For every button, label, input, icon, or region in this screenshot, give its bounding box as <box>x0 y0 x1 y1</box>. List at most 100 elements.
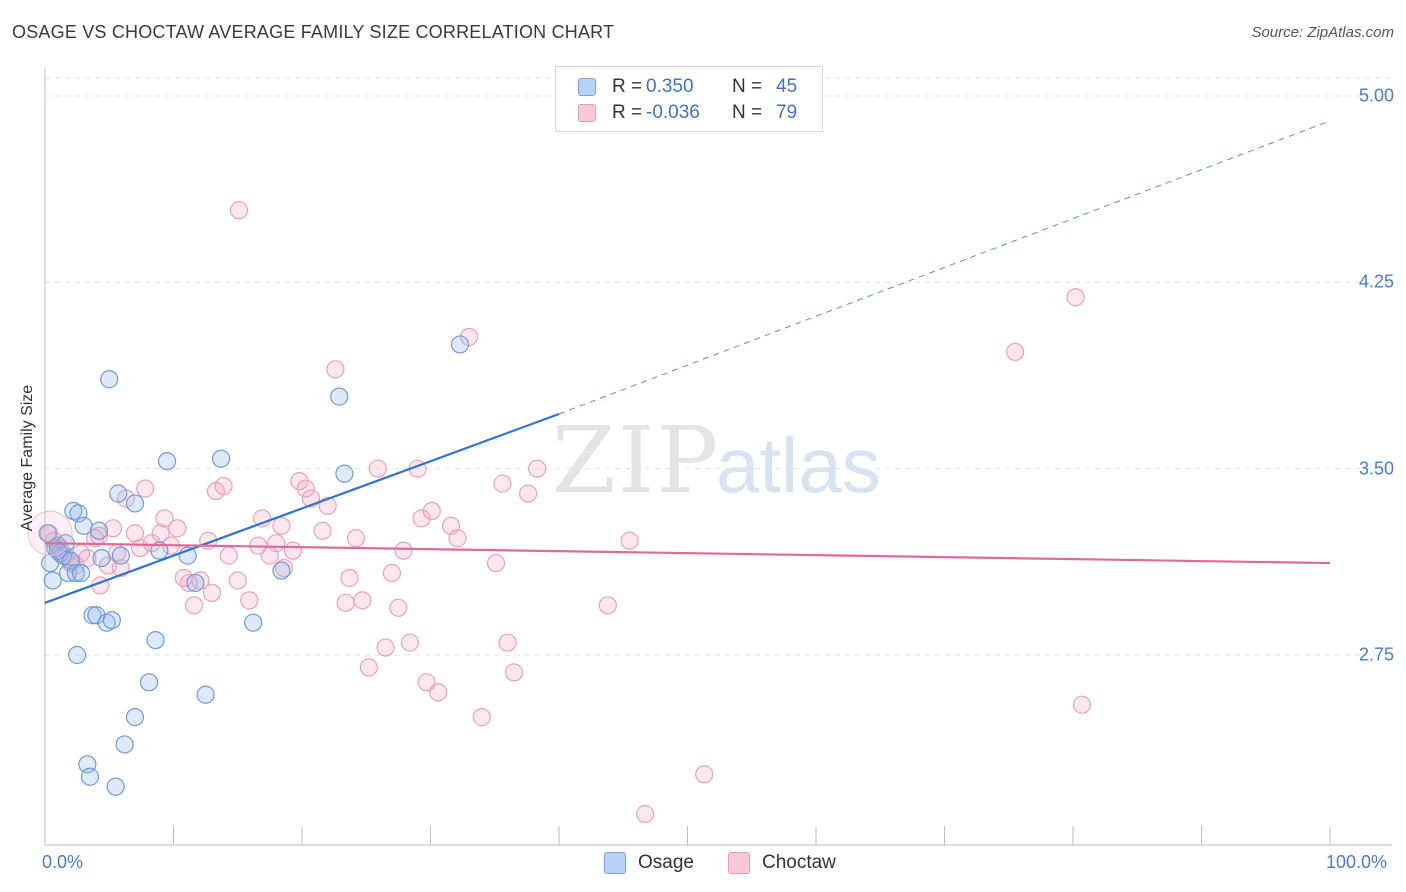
choctaw-point <box>635 804 655 824</box>
choctaw-point <box>1072 695 1092 714</box>
osage-point <box>43 571 62 590</box>
osage-point <box>102 611 121 630</box>
osage-point <box>139 673 159 692</box>
osage-point <box>146 630 165 650</box>
choctaw-point <box>267 534 286 553</box>
watermark-zip: ZIP <box>552 407 720 514</box>
source-label: Source: ZipAtlas.com <box>1251 24 1394 41</box>
choctaw-point <box>504 663 524 682</box>
r-label: R = <box>612 76 643 97</box>
n-label: N = <box>732 76 763 97</box>
choctaw-point <box>155 509 174 528</box>
choctaw-point <box>598 596 617 615</box>
choctaw-point <box>394 541 413 560</box>
legend-row-choctaw: R = -0.036 N = 79 <box>578 101 797 125</box>
choctaw-point <box>313 521 332 540</box>
y-tick-label: 4.25 <box>1358 271 1394 292</box>
choctaw-point <box>486 553 506 573</box>
choctaw-point <box>104 519 123 538</box>
osage-point <box>111 546 130 565</box>
choctaw-point <box>498 633 517 652</box>
r-label: R = <box>612 102 643 123</box>
legend-item-choctaw: Choctaw <box>727 852 836 874</box>
choctaw-point <box>326 360 345 379</box>
choctaw-point <box>272 516 291 535</box>
osage-point <box>450 335 470 354</box>
osage-point <box>272 561 291 580</box>
choctaw-point <box>400 633 420 652</box>
osage-swatch <box>578 78 596 96</box>
osage-trend-line <box>44 412 560 604</box>
osage-point <box>115 735 134 754</box>
osage-point <box>125 494 145 513</box>
y-tick-label: 5.00 <box>1358 85 1394 106</box>
choctaw-point <box>620 531 639 550</box>
legend-row-osage: R = 0.350 N = 45 <box>578 75 797 99</box>
choctaw-point <box>389 598 408 617</box>
osage-point <box>74 516 93 535</box>
choctaw-point <box>429 683 448 702</box>
choctaw-point <box>274 558 294 578</box>
osage-point <box>211 449 231 468</box>
osage-point <box>100 370 119 389</box>
choctaw-point <box>376 638 395 657</box>
osage-point <box>109 484 128 503</box>
osage-point <box>244 613 263 632</box>
legend-item-osage: Osage <box>604 852 694 874</box>
osage-point <box>66 563 85 583</box>
choctaw-point <box>142 534 161 553</box>
watermark-atlas: atlas <box>716 421 881 509</box>
choctaw-point <box>179 573 199 593</box>
choctaw-n-value: 79 <box>776 102 798 123</box>
choctaw-swatch <box>727 852 750 874</box>
legend-label-choctaw: Choctaw <box>761 852 836 873</box>
osage-point <box>196 685 215 704</box>
choctaw-point <box>368 459 387 478</box>
x-tick-label-min: 0.0% <box>42 852 84 872</box>
osage-point <box>150 541 169 560</box>
osage-point <box>157 452 177 471</box>
choctaw-point <box>472 708 491 727</box>
osage-point <box>80 767 100 786</box>
choctaw-point <box>296 479 315 498</box>
choctaw-point <box>184 596 204 615</box>
choctaw-point <box>448 529 467 548</box>
choctaw-point <box>336 593 355 612</box>
choctaw-trend-line <box>44 542 1331 565</box>
choctaw-point <box>240 591 259 610</box>
choctaw-point <box>382 563 402 583</box>
osage-point <box>89 521 109 540</box>
n-label: N = <box>732 102 763 123</box>
choctaw-point <box>214 476 233 496</box>
correlation-legend: R = 0.350 N = 45 R = -0.036 N = 79 <box>555 66 823 132</box>
osage-point <box>125 708 145 727</box>
choctaw-point <box>519 484 538 503</box>
osage-point <box>92 549 111 568</box>
choctaw-point <box>1006 342 1025 361</box>
choctaw-point <box>417 673 436 692</box>
osage-swatch <box>604 852 626 874</box>
choctaw-point <box>695 765 714 784</box>
choctaw-point <box>493 474 512 493</box>
legend-label-osage: Osage <box>638 852 694 873</box>
osage-point <box>38 524 57 543</box>
y-tick-label: 3.50 <box>1358 458 1394 479</box>
x-tick-label-max: 100.0% <box>1326 852 1388 872</box>
y-tick-label: 2.75 <box>1358 644 1394 665</box>
choctaw-point <box>422 501 441 521</box>
osage-point <box>335 464 354 483</box>
choctaw-point <box>359 658 378 677</box>
osage-point <box>68 645 87 665</box>
choctaw-point <box>219 546 238 565</box>
choctaw-point <box>290 471 309 491</box>
osage-point <box>83 606 102 625</box>
osage-n-value: 45 <box>776 76 798 97</box>
choctaw-point <box>229 201 249 220</box>
osage-r-value: 0.350 <box>646 76 694 97</box>
y-axis-label: Average Family Size <box>19 384 36 532</box>
osage-point <box>186 573 205 593</box>
choctaw-point <box>412 509 431 528</box>
choctaw-swatch <box>578 104 596 122</box>
osage-point <box>106 777 125 796</box>
